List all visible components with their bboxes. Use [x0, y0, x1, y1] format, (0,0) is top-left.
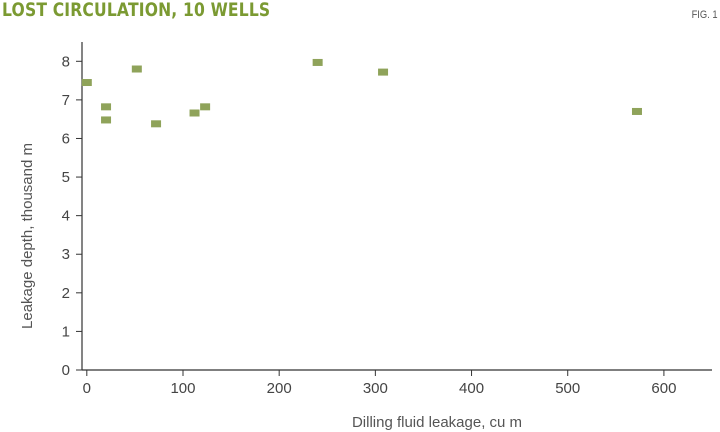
y-tick-label: 7	[62, 92, 70, 109]
data-point	[378, 68, 389, 76]
x-tick-label: 300	[363, 380, 388, 397]
x-tick-label: 600	[651, 380, 676, 397]
y-tick-label: 5	[62, 169, 70, 186]
y-axis-ticks: 0 1 2 3 4 5 6 7 8	[62, 53, 82, 379]
y-tick-label: 1	[62, 323, 70, 340]
x-tick-label: 0	[83, 380, 91, 397]
data-point	[151, 120, 162, 128]
x-tick-label: 200	[267, 380, 292, 397]
x-tick-label: 400	[459, 380, 484, 397]
data-point	[189, 109, 200, 117]
chart-title: LOST CIRCULATION, 10 WELLS	[2, 0, 271, 21]
x-axis-ticks: 0 100 200 300 400 500 600	[83, 370, 676, 397]
figure-label: FIG. 1	[692, 9, 718, 21]
y-tick-label: 6	[62, 130, 70, 147]
data-point	[631, 107, 642, 115]
data-points	[81, 58, 642, 128]
data-point	[101, 116, 112, 124]
chart-axes	[81, 42, 712, 371]
x-tick-label: 500	[555, 380, 580, 397]
data-point	[312, 58, 323, 66]
data-point	[101, 103, 112, 111]
y-axis-title: Leakage depth, thousand m	[19, 143, 36, 329]
y-tick-label: 0	[62, 362, 70, 379]
data-point	[81, 79, 92, 87]
x-axis-title: Dilling fluid leakage, cu m	[352, 414, 522, 431]
y-tick-label: 4	[62, 208, 70, 225]
x-tick-label: 100	[170, 380, 195, 397]
data-point	[200, 103, 211, 111]
data-point	[131, 65, 142, 73]
y-tick-label: 3	[62, 246, 70, 263]
y-tick-label: 2	[62, 285, 70, 302]
y-tick-label: 8	[62, 53, 70, 70]
